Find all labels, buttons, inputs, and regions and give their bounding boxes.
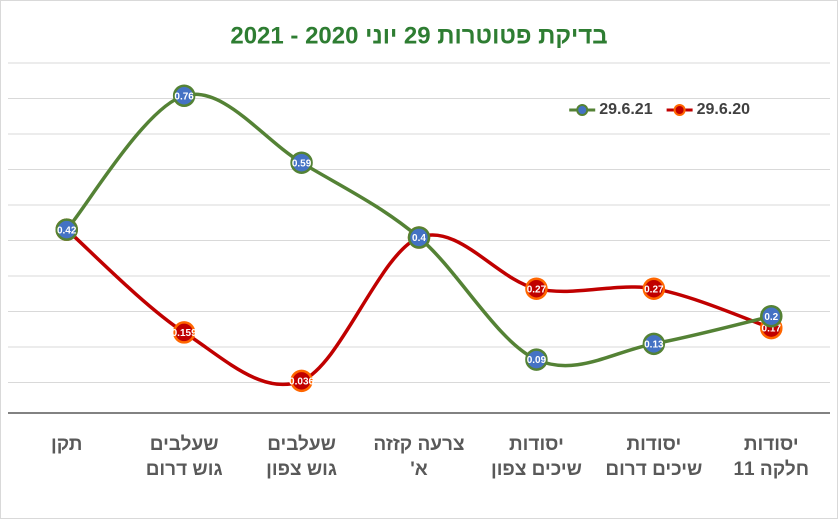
legend-label: 29.6.21: [599, 101, 652, 118]
legend-label: 29.6.20: [697, 101, 750, 118]
data-label: 0.4: [412, 233, 426, 244]
point: [525, 277, 548, 300]
x-tick-label: יסודות חלקה 11: [733, 434, 810, 480]
data-label: 0.27: [527, 284, 547, 295]
point: [290, 369, 313, 393]
x-tick-label: יסודות שיכים דרום: [605, 434, 703, 480]
point: [760, 305, 783, 328]
legend-marker: [673, 104, 686, 116]
data-label: 0.17: [762, 324, 782, 335]
point: [407, 226, 431, 249]
x-tick-label: תקן: [50, 434, 83, 455]
point: [172, 321, 196, 344]
x-tick-label: יסודות שיכים צפון: [490, 434, 582, 480]
data-label: 0.59: [292, 158, 312, 169]
data-label: 0.13: [644, 339, 664, 350]
data-label: 0.09: [527, 355, 547, 366]
data-label: 0.42: [57, 225, 77, 236]
data-label: 0.036: [289, 376, 314, 387]
data-label: 0.159: [172, 328, 197, 339]
point: [642, 277, 666, 300]
point: [525, 348, 548, 371]
point: [172, 84, 196, 107]
data-label: 0.2: [764, 312, 778, 323]
x-tick-label: שעלבים גוש דרום: [145, 434, 223, 480]
legend-marker: [576, 104, 589, 116]
point: [55, 218, 78, 241]
data-label: 0.76: [174, 91, 194, 102]
point: [642, 332, 666, 356]
data-label: 0.27: [644, 284, 664, 295]
point: [290, 151, 313, 174]
chart-title: בדיקת פטוטרות 29 יוני 2020 - 2021: [230, 22, 607, 49]
x-tick-label: צרעה קזזה א': [373, 434, 465, 480]
x-tick-label: שעלבים גוש צפון: [266, 434, 337, 480]
